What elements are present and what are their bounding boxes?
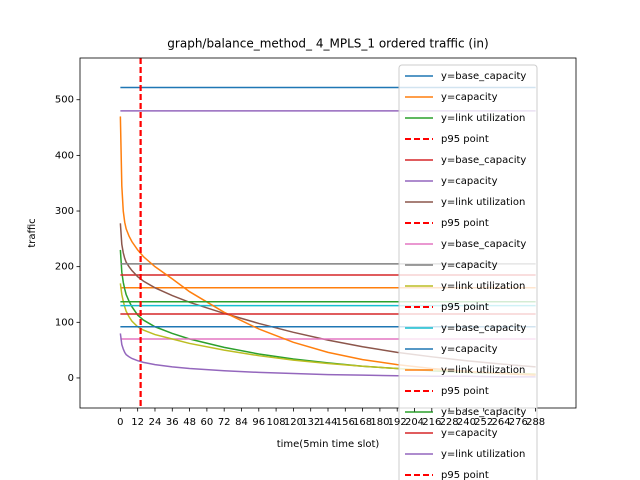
y-tick-label: 500 bbox=[55, 95, 74, 106]
y-tick-label: 400 bbox=[55, 150, 74, 161]
legend-label: y=capacity bbox=[441, 92, 498, 103]
x-tick-label: 48 bbox=[183, 417, 196, 428]
x-tick-label: 60 bbox=[201, 417, 214, 428]
y-tick-label: 0 bbox=[68, 373, 74, 384]
legend-label: y=capacity bbox=[441, 344, 498, 355]
legend-label: y=link utilization bbox=[441, 197, 525, 208]
x-tick-label: 228 bbox=[440, 417, 459, 428]
x-tick-label: 84 bbox=[235, 417, 248, 428]
x-tick-label: 276 bbox=[509, 417, 528, 428]
legend-label: y=capacity bbox=[441, 428, 498, 439]
x-tick-label: 72 bbox=[218, 417, 231, 428]
legend: y=base_capacity y=capacity y=link utilizat… bbox=[398, 64, 538, 480]
x-tick-label: 144 bbox=[318, 417, 337, 428]
legend-label: y=capacity bbox=[441, 260, 498, 271]
legend-label: y=capacity bbox=[441, 176, 498, 187]
legend-label: y=link utilization bbox=[441, 449, 525, 460]
x-axis-label: time(5min time slot) bbox=[277, 439, 380, 450]
x-tick-label: 36 bbox=[166, 417, 179, 428]
x-tick-label: 96 bbox=[252, 417, 265, 428]
y-axis-label: traffic bbox=[27, 218, 38, 247]
legend-label: y=base_capacity bbox=[441, 323, 526, 334]
x-tick-label: 288 bbox=[526, 417, 545, 428]
x-tick-label: 240 bbox=[457, 417, 476, 428]
x-tick-label: 204 bbox=[405, 417, 424, 428]
x-tick-label: 132 bbox=[301, 417, 320, 428]
x-tick-label: 0 bbox=[117, 417, 123, 428]
legend-label: y=base_capacity bbox=[441, 239, 526, 250]
x-tick-label: 252 bbox=[474, 417, 493, 428]
legend-label: y=base_capacity bbox=[441, 71, 526, 82]
legend-label: p95 point bbox=[441, 218, 489, 229]
x-tick-label: 192 bbox=[388, 417, 407, 428]
y-tick-label: 300 bbox=[55, 206, 74, 217]
x-tick-label: 120 bbox=[284, 417, 303, 428]
x-tick-label: 108 bbox=[267, 417, 286, 428]
legend-label: y=link utilization bbox=[441, 113, 525, 124]
legend-label: p95 point bbox=[441, 302, 489, 313]
y-tick-label: 200 bbox=[55, 262, 74, 273]
legend-label: y=base_capacity bbox=[441, 155, 526, 166]
legend-label: y=base_capacity bbox=[441, 407, 526, 418]
x-tick-label: 12 bbox=[131, 417, 144, 428]
x-tick-label: 264 bbox=[491, 417, 510, 428]
legend-label: y=link utilization bbox=[441, 281, 525, 292]
legend-box bbox=[398, 64, 538, 480]
x-tick-label: 180 bbox=[370, 417, 389, 428]
legend-label: p95 point bbox=[441, 134, 489, 145]
x-tick-label: 216 bbox=[422, 417, 441, 428]
x-tick-label: 168 bbox=[353, 417, 372, 428]
x-tick-label: 24 bbox=[149, 417, 162, 428]
y-tick-label: 100 bbox=[55, 317, 74, 328]
chart-title: graph/balance_method_ 4_MPLS_1 ordered t… bbox=[167, 37, 488, 51]
legend-label: p95 point bbox=[441, 470, 489, 480]
legend-label: p95 point bbox=[441, 386, 489, 397]
x-tick-label: 156 bbox=[336, 417, 355, 428]
legend-label: y=link utilization bbox=[441, 365, 525, 376]
